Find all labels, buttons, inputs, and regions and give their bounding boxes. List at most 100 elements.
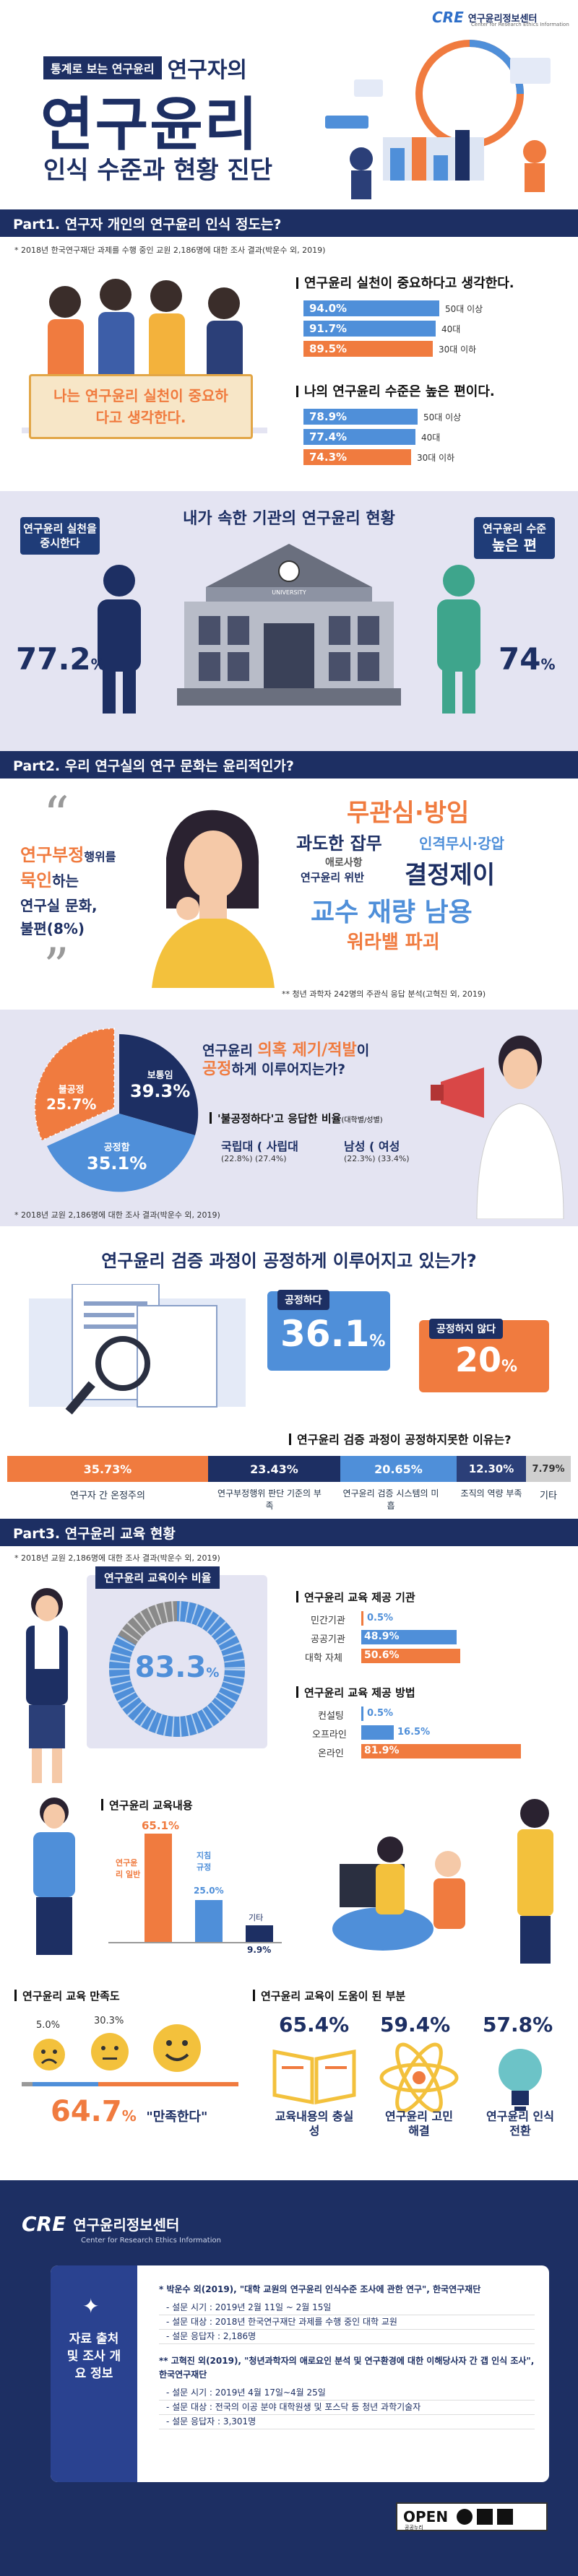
megaphone-doctor-illustration — [431, 1036, 564, 1219]
unfair-heading: '불공정하다'고 응답한 비율(대학별/성별) — [210, 1111, 383, 1126]
satisfaction-small-1: 5.0% — [36, 2020, 61, 2031]
reason-heading-text: 연구윤리 검증 과정이 공정하지못한 이유는? — [297, 1433, 512, 1447]
completion-heading: 연구윤리 교육이수 비율 — [95, 1566, 220, 1589]
reason-name-4: 조직의 역량 부족 — [460, 1488, 522, 1499]
method-name-3: 온라인 — [318, 1748, 344, 1759]
reason-seg-2-label: 23.43% — [250, 1462, 298, 1476]
help-val-1: 65.4% — [279, 2013, 350, 2037]
word-4: 애로사항 — [325, 857, 363, 869]
right-bubble: 연구윤리 수준 높은 편 — [474, 517, 555, 559]
completion-donut — [109, 1601, 245, 1737]
content-name-2: 지침 규정 — [197, 1851, 212, 1872]
part2-fairness-panel: 보통임 39.3% 불공정 25.7% 공정함 35.1% 연구윤리 의혹 제기… — [0, 1010, 578, 1226]
fair-box: 공정하다 36.1% — [267, 1290, 390, 1371]
org-bar-1 — [361, 1611, 363, 1626]
word-cloud-note: ** 청년 과학자 242명의 주관식 응답 분석(고혁진 외, 2019) — [282, 989, 486, 999]
left-value-number: 77.2 — [16, 641, 91, 677]
documents-magnifier-illustration — [29, 1284, 246, 1415]
q1-group-2: 40대 — [441, 324, 461, 334]
q2-row-3: 74.3% 30대 이하 — [303, 449, 454, 465]
org-bar-2 — [361, 1630, 457, 1644]
quote-l2b: 하는 — [52, 872, 79, 890]
footer-brand-sub: Center for Research Ethics Information — [81, 2237, 221, 2245]
method-heading: 연구윤리 교육 제공 방법 — [296, 1685, 415, 1700]
q1-heading: 연구윤리 실천이 중요하다고 생각한다. — [296, 273, 514, 292]
method-name-1: 컨설팅 — [318, 1711, 344, 1722]
fairness-pie-chart — [34, 1027, 199, 1192]
satisfaction-seg-2 — [33, 2082, 98, 2086]
word-cloud: 무관심·방임 과도한 잡무 인격무시·강압 애로사항 연구윤리 위반 결정제이 … — [296, 793, 571, 973]
part1-note: * 2018년 한국연구재단 과제를 수행 중인 교원 2,186명에 대한 조… — [14, 246, 326, 255]
content-bar-1 — [144, 1834, 172, 1942]
report-question-line1: 연구윤리 의혹 제기/적발이 — [202, 1041, 369, 1060]
q1-row-1: 94.0% 50대 이상 — [303, 300, 483, 316]
org-heading: 연구윤리 교육 제공 기관 — [296, 1590, 415, 1605]
pie-val-unfair: 25.7% — [46, 1096, 97, 1113]
org-bar-3 — [361, 1649, 460, 1663]
teacher-illustration — [26, 1588, 68, 1783]
sparkle-icon: ✦ — [82, 2294, 100, 2318]
method-bar-2 — [361, 1725, 394, 1740]
content-val-2: 25.0% — [194, 1886, 224, 1896]
quote-line-4: 불편(8%) — [20, 920, 85, 937]
hero-illustration — [325, 40, 551, 199]
unfair-school-av1: (22.8%) — [221, 1154, 253, 1163]
content-heading-text: 연구윤리 교육내용 — [109, 1799, 193, 1812]
right-value-pct: % — [540, 656, 556, 673]
part1-section: * 2018년 한국연구재단 과제를 수행 중인 교원 2,186명에 대한 조… — [0, 237, 578, 751]
unfair-value-number: 20 — [455, 1340, 502, 1379]
atom-icon — [379, 2042, 459, 2113]
source-2: ** 고혁진 외(2019), "청년과학자의 애로요인 분석 및 연구환경에 … — [159, 2356, 535, 2380]
left-person-icon — [98, 565, 141, 714]
pie-label-fair: 공정함 35.1% — [87, 1140, 147, 1174]
org-val-3: 50.6% — [364, 1649, 400, 1661]
quote-line-3: 연구실 문화, — [20, 897, 98, 914]
help-name-2: 연구윤리 고민해결 — [385, 2109, 453, 2138]
source-2-item-2: - 설문 대상 : 전국의 이공 분야 대학원생 및 포스닥 등 청년 과학기술… — [159, 2401, 535, 2415]
method-name-2: 오프라인 — [312, 1730, 347, 1740]
university-building — [177, 544, 401, 706]
unfair-gender-a: 남성 — [344, 1140, 366, 1153]
quote-block: 연구부정행위를 묵인하는 연구실 문화, 불편(8%) — [20, 844, 116, 940]
face-neutral-icon — [91, 2033, 129, 2070]
org-name-1: 민간기관 — [311, 1616, 345, 1626]
satisfaction-big-pct: % — [121, 2107, 137, 2125]
source-card: ✦ 자료 출처 및 조사 개요 정보 * 박운수 외(2019), "대학 교원… — [51, 2265, 549, 2482]
q1-group-1: 50대 이상 — [445, 303, 483, 314]
hero-section: CRE 연구윤리정보센터 Center for Research Ethics … — [0, 0, 578, 209]
report-question-line2: 공정하게 이루어지는가? — [202, 1060, 369, 1079]
sign-board: 나는 연구윤리 실천이 중요하다고 생각한다. — [29, 374, 253, 439]
method-val-1: 0.5% — [367, 1708, 394, 1719]
unfair-value-pct: % — [501, 1358, 518, 1376]
report-question: 연구윤리 의혹 제기/적발이 공정하게 이루어지는가? — [202, 1041, 369, 1079]
word-3: 인격무시·강압 — [419, 835, 504, 852]
unfair-school-b: ( 사립대 — [256, 1140, 298, 1153]
content-val-3: 9.9% — [247, 1945, 272, 1955]
q1-bar-3: 89.5% — [303, 341, 433, 357]
right-value-number: 74 — [499, 641, 541, 677]
word-2: 과도한 잡무 — [296, 833, 382, 854]
quote-l1a: 연구부정 — [20, 845, 85, 865]
unfair-heading-suffix: (대학별/성별) — [341, 1116, 383, 1124]
unfair-gender: 남성 ( 여성 (22.3%) (33.4%) — [344, 1137, 410, 1163]
part3-title: Part3. 연구윤리 교육 현황 — [0, 1519, 578, 1546]
right-value: 74% — [499, 641, 556, 677]
pie-name-unfair: 불공정 — [58, 1085, 85, 1096]
fair-value-number: 36.1 — [280, 1313, 370, 1355]
satisfaction-big-number: 64.7 — [51, 2095, 122, 2128]
brand-subtitle: Center for Research Ethics Information — [471, 22, 569, 27]
face-sad-icon — [33, 2039, 65, 2070]
source-1: * 박운수 외(2019), "대학 교원의 연구윤리 인식수준 조사에 관한 … — [159, 2284, 481, 2294]
reason-seg-3: 20.65% — [340, 1456, 457, 1482]
part3-note: * 2018년 교원 2,186명에 대한 조사 결과(박운수 외, 2019) — [14, 1553, 220, 1563]
content-heading: 연구윤리 교육내용 — [101, 1797, 193, 1813]
completion-value: 83.3% — [101, 1651, 253, 1684]
face-happy-icon — [153, 2024, 201, 2072]
fair-value-pct: % — [369, 1332, 386, 1350]
pie-label-unfair: 불공정 25.7% — [46, 1082, 96, 1113]
source-1-item-1: - 설문 시기 : 2019년 2월 11일 ~ 2월 15일 — [159, 2301, 535, 2315]
pie-slice-fair — [47, 1114, 195, 1192]
left-value-pct: % — [90, 656, 105, 673]
help-heading: 연구윤리 교육이 도움이 된 부분 — [253, 1988, 405, 2003]
method-heading-text: 연구윤리 교육 제공 방법 — [304, 1686, 415, 1699]
